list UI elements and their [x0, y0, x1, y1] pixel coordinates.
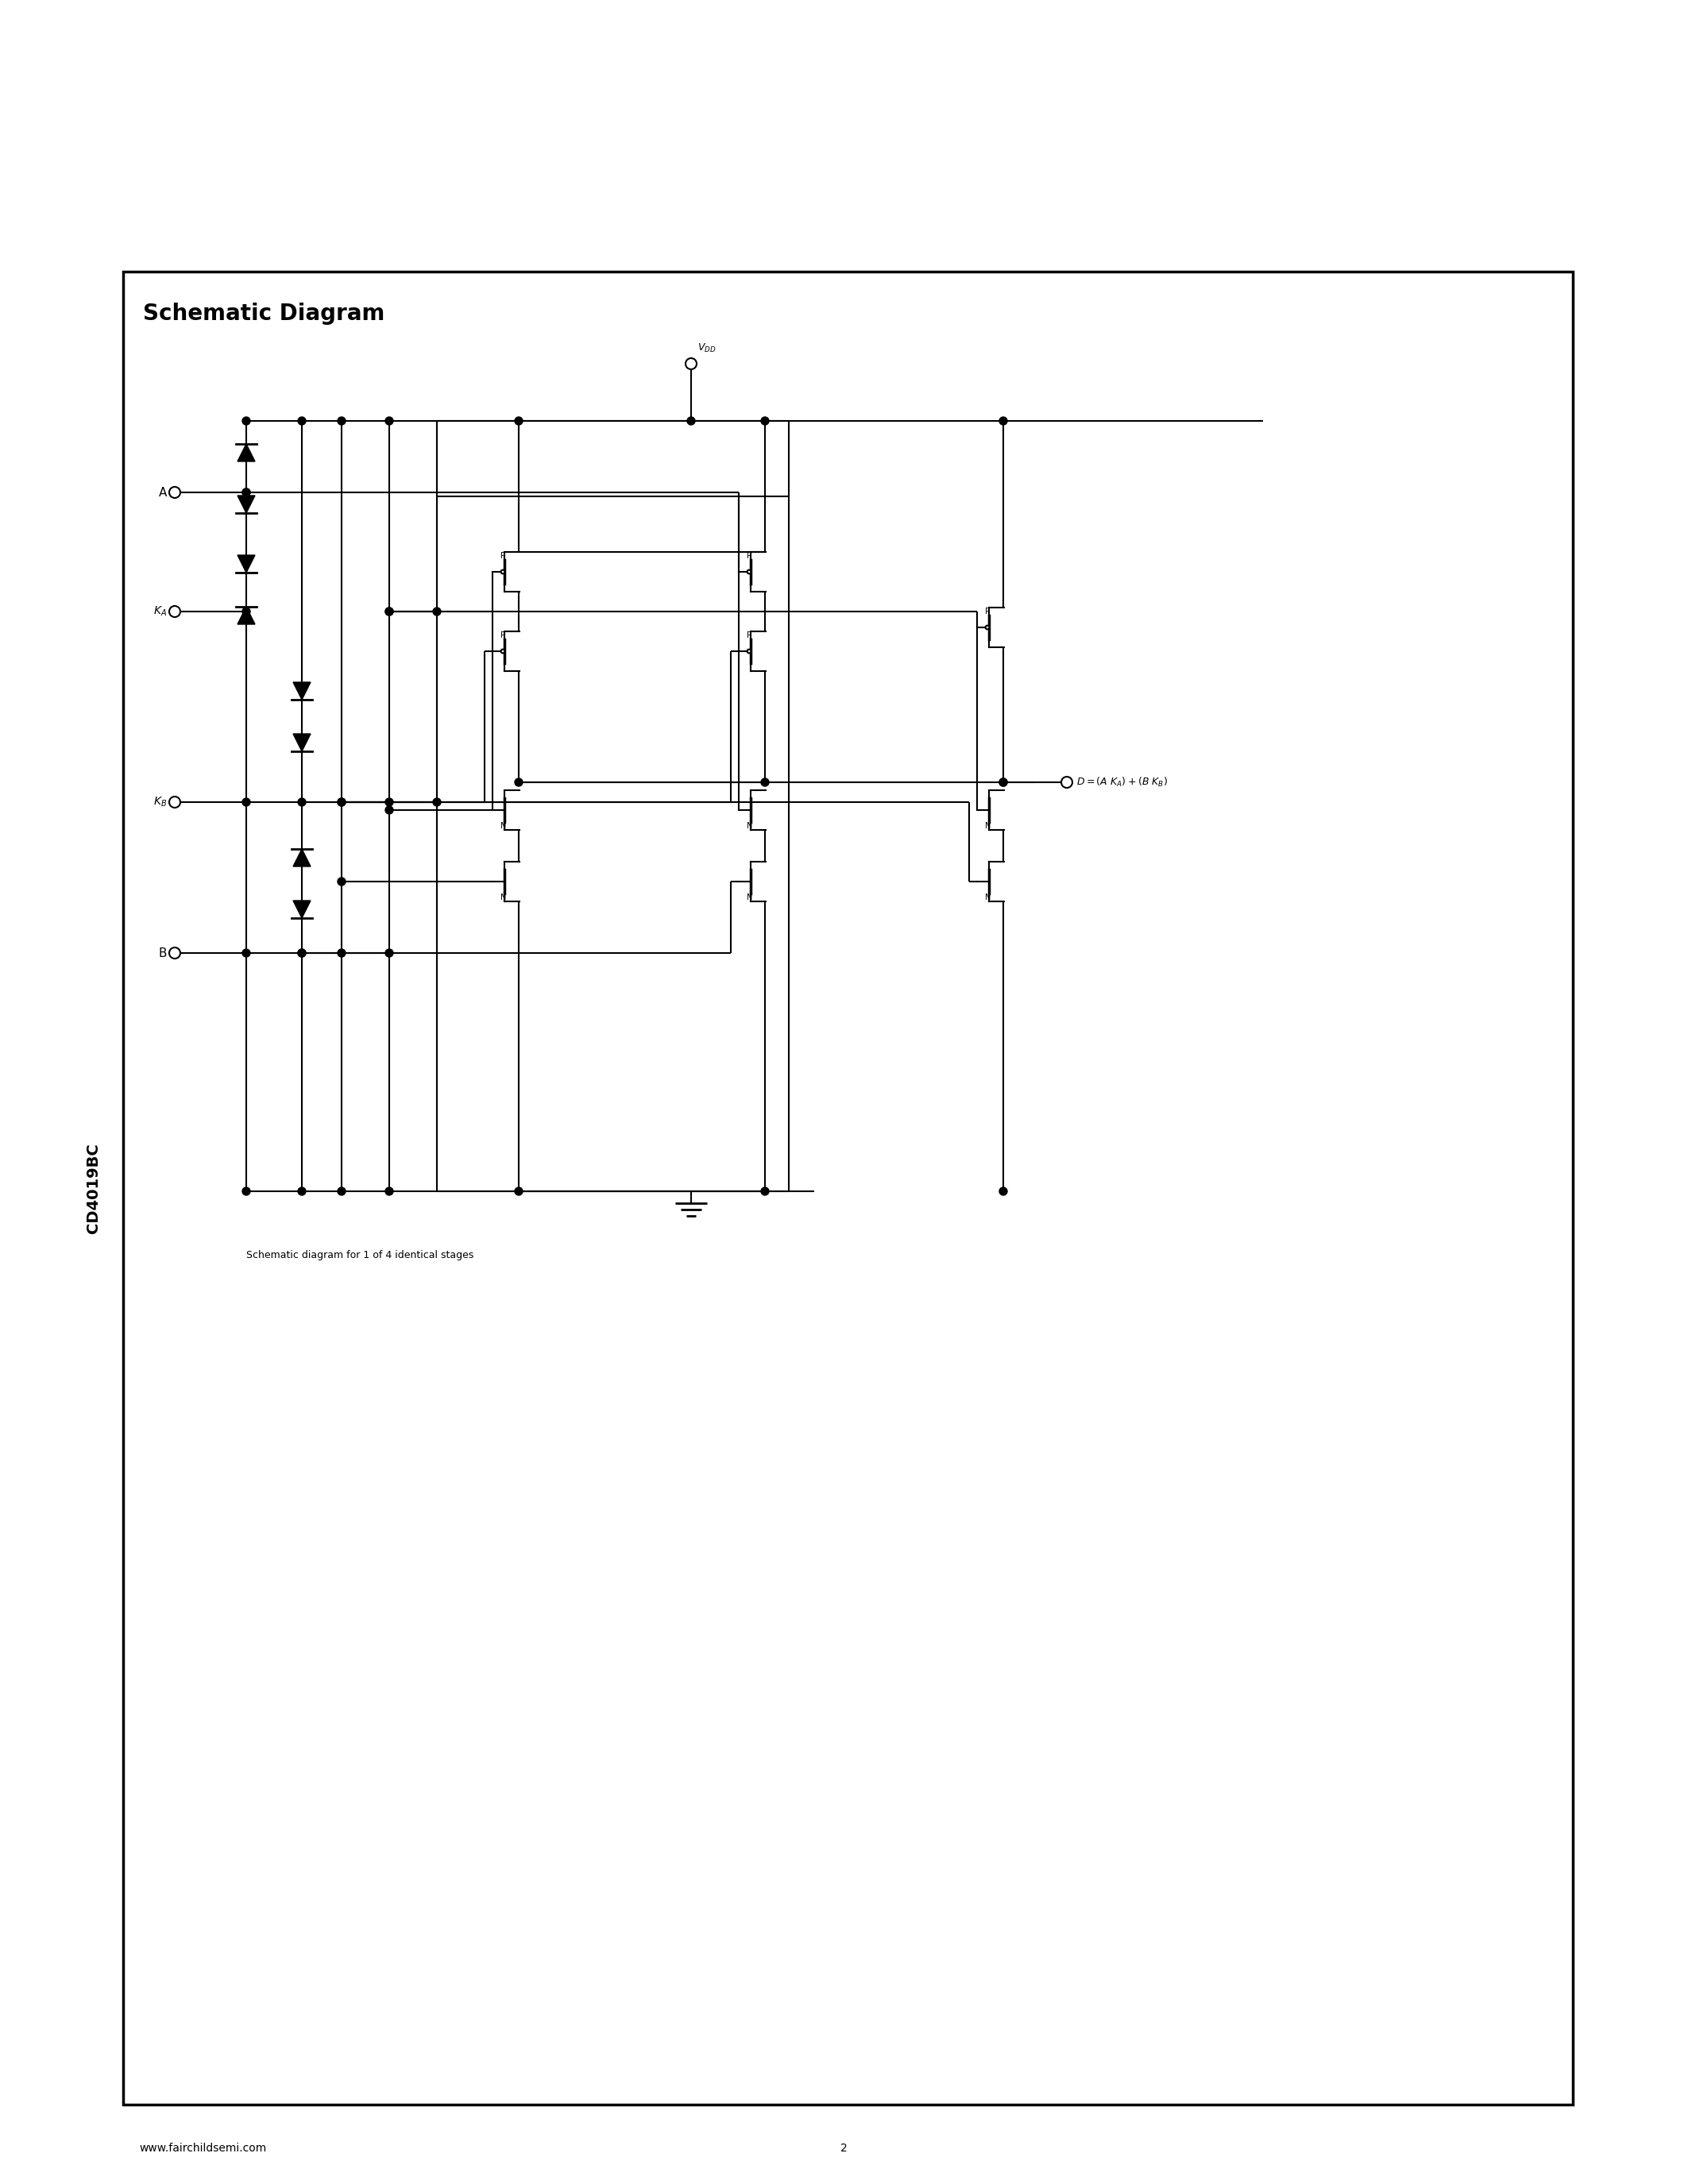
Circle shape [297, 417, 306, 426]
Circle shape [169, 487, 181, 498]
Text: $K_B$: $K_B$ [154, 795, 167, 808]
Circle shape [1062, 778, 1072, 788]
Circle shape [385, 607, 393, 616]
Text: N: N [500, 821, 506, 830]
Text: N: N [984, 821, 991, 830]
Text: P: P [746, 553, 751, 559]
Text: $V_{DD}$: $V_{DD}$ [697, 343, 716, 354]
Circle shape [385, 1188, 393, 1195]
Circle shape [999, 1188, 1008, 1195]
Circle shape [432, 607, 441, 616]
Polygon shape [294, 900, 311, 917]
Circle shape [999, 417, 1008, 426]
Text: P: P [500, 631, 505, 640]
Text: A: A [159, 487, 167, 498]
Circle shape [986, 625, 989, 629]
Text: B: B [159, 948, 167, 959]
Text: CD4019BC: CD4019BC [86, 1142, 101, 1234]
Text: www.fairchildsemi.com: www.fairchildsemi.com [138, 2143, 267, 2153]
Circle shape [297, 797, 306, 806]
Polygon shape [238, 496, 255, 513]
Polygon shape [238, 555, 255, 572]
Polygon shape [294, 681, 311, 699]
Circle shape [999, 778, 1008, 786]
Circle shape [243, 1188, 250, 1195]
Circle shape [501, 570, 505, 574]
Circle shape [515, 417, 523, 426]
Circle shape [515, 778, 523, 786]
Circle shape [297, 950, 306, 957]
Text: P: P [500, 553, 505, 559]
Circle shape [243, 797, 250, 806]
Circle shape [169, 605, 181, 618]
Circle shape [385, 950, 393, 957]
Circle shape [169, 797, 181, 808]
Circle shape [338, 797, 346, 806]
Text: N: N [746, 893, 753, 902]
Text: P: P [746, 631, 751, 640]
Text: $K_A$: $K_A$ [154, 605, 167, 618]
Circle shape [501, 649, 505, 653]
Circle shape [385, 417, 393, 426]
Bar [123, 271, 1573, 2105]
Text: 2: 2 [841, 2143, 847, 2153]
Circle shape [761, 417, 770, 426]
Text: N: N [984, 893, 991, 902]
Circle shape [338, 797, 346, 806]
Circle shape [385, 607, 393, 616]
Circle shape [169, 948, 181, 959]
Circle shape [243, 489, 250, 496]
Circle shape [385, 797, 393, 806]
Polygon shape [294, 734, 311, 751]
Circle shape [297, 1188, 306, 1195]
Polygon shape [294, 850, 311, 867]
Circle shape [999, 778, 1008, 786]
Circle shape [243, 950, 250, 957]
Circle shape [385, 806, 393, 815]
Text: P: P [984, 607, 989, 616]
Circle shape [243, 417, 250, 426]
Circle shape [243, 607, 250, 616]
Text: Schematic diagram for 1 of 4 identical stages: Schematic diagram for 1 of 4 identical s… [246, 1249, 474, 1260]
Circle shape [338, 417, 346, 426]
Circle shape [338, 878, 346, 885]
Circle shape [432, 797, 441, 806]
Polygon shape [238, 443, 255, 461]
Circle shape [297, 950, 306, 957]
Polygon shape [238, 607, 255, 625]
Text: Schematic Diagram: Schematic Diagram [143, 304, 385, 325]
Circle shape [243, 489, 250, 496]
Circle shape [685, 358, 697, 369]
Circle shape [761, 1188, 770, 1195]
Text: $D = (A\ K_A) + (B\ K_B)$: $D = (A\ K_A) + (B\ K_B)$ [1077, 775, 1168, 788]
Circle shape [761, 778, 770, 786]
Circle shape [748, 570, 751, 574]
Circle shape [338, 950, 346, 957]
Text: N: N [500, 893, 506, 902]
Circle shape [515, 1188, 523, 1195]
Text: N: N [746, 821, 753, 830]
Circle shape [748, 649, 751, 653]
Circle shape [687, 417, 695, 426]
Circle shape [338, 1188, 346, 1195]
